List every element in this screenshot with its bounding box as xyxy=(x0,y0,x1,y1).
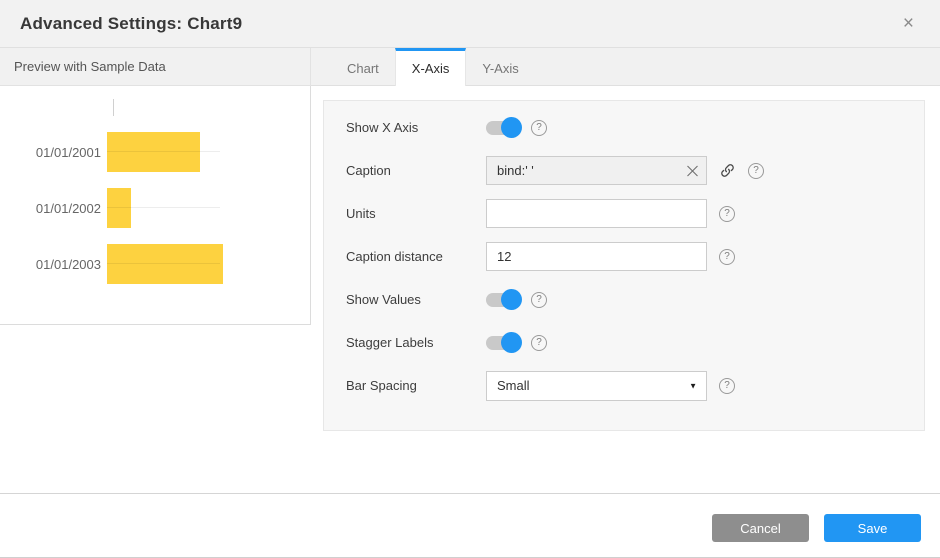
chart-row: 01/01/2002 xyxy=(0,188,310,228)
caption-label: Caption xyxy=(346,163,391,178)
toggle-knob xyxy=(501,289,522,310)
preview-chart: 01/01/2001 01/01/2002 01/01/2003 xyxy=(0,86,311,325)
help-icon[interactable]: ? xyxy=(531,334,547,351)
caption-input[interactable] xyxy=(486,156,707,185)
help-icon[interactable]: ? xyxy=(531,291,547,308)
bar-spacing-value: Small xyxy=(497,378,530,393)
tab-bar: Chart X-Axis Y-Axis xyxy=(311,48,940,86)
clear-icon[interactable] xyxy=(686,164,699,177)
close-icon[interactable]: × xyxy=(902,13,914,34)
stagger-labels-toggle[interactable] xyxy=(486,332,522,353)
help-icon[interactable]: ? xyxy=(719,248,735,265)
help-icon[interactable]: ? xyxy=(531,119,547,136)
bar-spacing-select[interactable]: Small ▼ xyxy=(486,370,707,401)
preview-chart-rows: 01/01/2001 01/01/2002 01/01/2003 xyxy=(0,132,310,284)
form-row-caption-distance: Caption distance ? xyxy=(346,235,924,278)
form-row-units: Units ? xyxy=(346,192,924,235)
caption-distance-label: Caption distance xyxy=(346,249,443,264)
units-label: Units xyxy=(346,206,376,221)
chart-gridline xyxy=(107,207,220,208)
preview-header-bar: Preview with Sample Data xyxy=(0,48,311,86)
help-icon[interactable]: ? xyxy=(719,377,735,394)
tab-y-axis[interactable]: Y-Axis xyxy=(482,60,519,76)
caption-distance-input-wrap xyxy=(486,242,707,271)
chart-bar-area xyxy=(107,132,223,172)
units-input[interactable] xyxy=(486,199,707,228)
help-icon[interactable]: ? xyxy=(719,205,735,222)
cancel-button[interactable]: Cancel xyxy=(712,514,809,542)
show-values-label: Show Values xyxy=(346,292,421,307)
chart-gridline xyxy=(107,263,220,264)
form-row-stagger-labels: Stagger Labels ? xyxy=(346,321,924,364)
tab-x-axis[interactable]: X-Axis xyxy=(394,48,467,86)
caption-input-wrap xyxy=(486,156,707,185)
settings-panel: Chart X-Axis Y-Axis Show X Axis ? Captio… xyxy=(311,48,940,493)
chart-category-label: 01/01/2002 xyxy=(35,200,101,216)
units-input-wrap xyxy=(486,199,707,228)
preview-header-label: Preview with Sample Data xyxy=(14,59,166,74)
save-button[interactable]: Save xyxy=(824,514,921,542)
dialog-footer: Cancel Save xyxy=(0,493,940,557)
dialog-body: Preview with Sample Data 01/01/2001 01/01… xyxy=(0,48,940,493)
chart-category-label: 01/01/2003 xyxy=(35,256,101,272)
chevron-down-icon: ▼ xyxy=(689,381,697,390)
tab-chart[interactable]: Chart xyxy=(347,60,379,76)
show-values-toggle[interactable] xyxy=(486,289,522,310)
chart-gridline xyxy=(107,151,220,152)
stagger-labels-label: Stagger Labels xyxy=(346,335,434,350)
help-icon[interactable]: ? xyxy=(748,162,764,179)
tab-content: Show X Axis ? Caption xyxy=(311,86,940,493)
chart-bar xyxy=(107,188,132,228)
form-row-show-x-axis: Show X Axis ? xyxy=(346,106,924,149)
chart-row: 01/01/2003 xyxy=(0,244,310,284)
preview-panel: Preview with Sample Data 01/01/2001 01/01… xyxy=(0,48,311,493)
x-axis-form: Show X Axis ? Caption xyxy=(323,100,925,431)
chart-axis-tick xyxy=(113,99,114,116)
form-row-caption: Caption ? xyxy=(346,149,924,192)
form-row-show-values: Show Values ? xyxy=(346,278,924,321)
show-x-axis-label: Show X Axis xyxy=(346,120,419,135)
chart-bar-area xyxy=(107,244,223,284)
dialog-title: Advanced Settings: Chart9 xyxy=(20,13,243,33)
form-row-bar-spacing: Bar Spacing Small ▼ ? xyxy=(346,364,924,407)
link-icon[interactable] xyxy=(719,162,736,179)
toggle-knob xyxy=(501,117,522,138)
chart-category-label: 01/01/2001 xyxy=(35,144,101,160)
bar-spacing-label: Bar Spacing xyxy=(346,378,417,393)
show-x-axis-toggle[interactable] xyxy=(486,117,522,138)
chart-bar-area xyxy=(107,188,223,228)
toggle-knob xyxy=(501,332,522,353)
chart-bar xyxy=(107,244,223,284)
dialog-header: Advanced Settings: Chart9 × xyxy=(0,0,940,48)
chart-row: 01/01/2001 xyxy=(0,132,310,172)
chart-bar xyxy=(107,132,200,172)
caption-distance-input[interactable] xyxy=(486,242,707,271)
